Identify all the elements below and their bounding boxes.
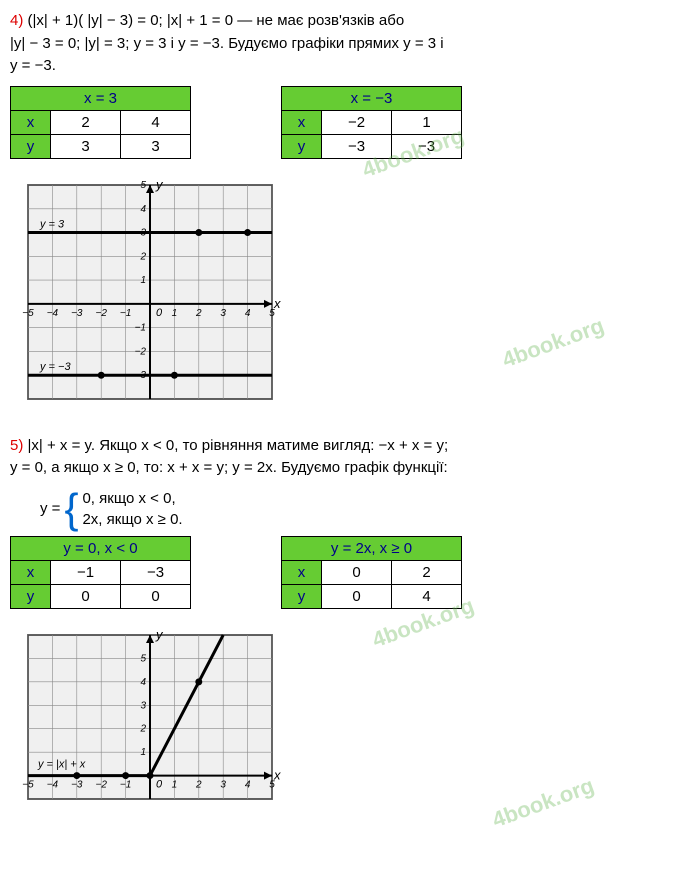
svg-text:2: 2: [139, 251, 146, 262]
svg-text:1: 1: [172, 307, 178, 318]
cell: −1: [51, 560, 121, 584]
svg-text:2: 2: [195, 779, 202, 790]
svg-text:−5: −5: [22, 779, 34, 790]
cell: 0: [322, 560, 392, 584]
svg-text:4: 4: [140, 676, 146, 687]
problem4-graph: −5−4−3−2−112345−3−2−1123450xyy = 3y = −3: [10, 167, 685, 421]
problem5-line2: y = 0, а якщо x ≥ 0, то: x + x = y; y = …: [10, 459, 448, 476]
svg-text:y = 3: y = 3: [39, 218, 65, 230]
cell: −2: [322, 110, 392, 134]
row-label: y: [282, 584, 322, 608]
svg-text:y = −3: y = −3: [39, 361, 71, 373]
svg-text:−1: −1: [120, 307, 131, 318]
problem4-table-right: x = −3 x −2 1 y −3 −3: [281, 86, 462, 159]
piece2: 2x, якщо x ≥ 0.: [82, 511, 182, 528]
svg-text:4: 4: [245, 307, 251, 318]
svg-text:−2: −2: [135, 346, 147, 357]
svg-text:−2: −2: [95, 779, 107, 790]
cell: 2: [51, 110, 121, 134]
problem-4-text: 4) (|x| + 1)( |y| − 3) = 0; |x| + 1 = 0 …: [10, 10, 685, 78]
cell: 1: [392, 110, 462, 134]
table-title: x = 3: [11, 86, 191, 110]
problem5-line1: |x| + x = y. Якщо x < 0, то рівняння мат…: [28, 437, 449, 454]
svg-text:x: x: [273, 295, 281, 310]
piece1: 0, якщо x < 0,: [82, 490, 175, 507]
svg-text:−1: −1: [120, 779, 131, 790]
svg-text:1: 1: [140, 275, 146, 286]
cell: 0: [322, 584, 392, 608]
svg-text:1: 1: [172, 779, 178, 790]
svg-text:5: 5: [140, 180, 146, 191]
cell: −3: [322, 134, 392, 158]
cell: −3: [121, 560, 191, 584]
svg-text:x: x: [273, 767, 281, 782]
svg-text:−5: −5: [22, 307, 34, 318]
row-label: y: [11, 134, 51, 158]
svg-text:4: 4: [245, 779, 251, 790]
svg-text:0: 0: [156, 306, 163, 318]
svg-text:5: 5: [140, 653, 146, 664]
problem-4-number: 4): [10, 12, 23, 29]
svg-text:−2: −2: [95, 307, 107, 318]
graph-svg: −5−4−3−2−112345−3−2−1123450xyy = 3y = −3: [10, 167, 290, 417]
piecewise-def: y = { 0, якщо x < 0, 2x, якщо x ≥ 0.: [40, 488, 685, 530]
svg-text:−4: −4: [47, 779, 59, 790]
svg-text:3: 3: [220, 779, 226, 790]
svg-text:3: 3: [140, 700, 146, 711]
row-label: x: [11, 110, 51, 134]
cell: 4: [121, 110, 191, 134]
cell: 3: [51, 134, 121, 158]
problem4-table-left: x = 3 x 2 4 y 3 3: [10, 86, 191, 159]
row-label: y: [11, 584, 51, 608]
svg-text:y = |x| + x: y = |x| + x: [37, 758, 86, 770]
cell: 3: [121, 134, 191, 158]
problem-5-number: 5): [10, 437, 23, 454]
cell: 0: [51, 584, 121, 608]
problem5-table-left: y = 0, x < 0 x −1 −3 y 0 0: [10, 536, 191, 609]
piecewise-lhs: y =: [40, 500, 60, 517]
problem4-line2: |y| − 3 = 0; |y| = 3; y = 3 і y = −3. Бу…: [10, 35, 444, 52]
svg-text:−4: −4: [47, 307, 59, 318]
graph-svg: −5−4−3−2−112345123450xyy = |x| + x: [10, 617, 290, 817]
svg-text:2: 2: [195, 307, 202, 318]
problem4-line1: (|x| + 1)( |y| − 3) = 0; |x| + 1 = 0 — н…: [28, 12, 405, 29]
svg-text:0: 0: [156, 778, 163, 790]
cell: −3: [392, 134, 462, 158]
piecewise-rhs: 0, якщо x < 0, 2x, якщо x ≥ 0.: [82, 488, 182, 530]
problem4-line3: y = −3.: [10, 57, 56, 74]
table-title: y = 0, x < 0: [11, 536, 191, 560]
cell: 4: [392, 584, 462, 608]
problem5-table-right: y = 2x, x ≥ 0 x 0 2 y 0 4: [281, 536, 462, 609]
svg-text:2: 2: [139, 723, 146, 734]
svg-text:−3: −3: [71, 307, 83, 318]
cell: 0: [121, 584, 191, 608]
svg-text:−3: −3: [71, 779, 83, 790]
table-title: y = 2x, x ≥ 0: [282, 536, 462, 560]
svg-text:−1: −1: [135, 322, 146, 333]
problem5-tables: y = 0, x < 0 x −1 −3 y 0 0 y = 2x, x ≥ 0…: [10, 536, 685, 609]
svg-text:4: 4: [140, 203, 146, 214]
problem4-tables: x = 3 x 2 4 y 3 3 x = −3 x −2 1 y −3 −3: [10, 86, 685, 159]
row-label: x: [11, 560, 51, 584]
row-label: x: [282, 110, 322, 134]
row-label: x: [282, 560, 322, 584]
row-label: y: [282, 134, 322, 158]
cell: 2: [392, 560, 462, 584]
table-title: x = −3: [282, 86, 462, 110]
problem5-graph: −5−4−3−2−112345123450xyy = |x| + x: [10, 617, 685, 821]
problem-5-text: 5) |x| + x = y. Якщо x < 0, то рівняння …: [10, 435, 685, 480]
brace-icon: {: [64, 492, 78, 526]
svg-text:1: 1: [140, 747, 146, 758]
svg-text:3: 3: [220, 307, 226, 318]
